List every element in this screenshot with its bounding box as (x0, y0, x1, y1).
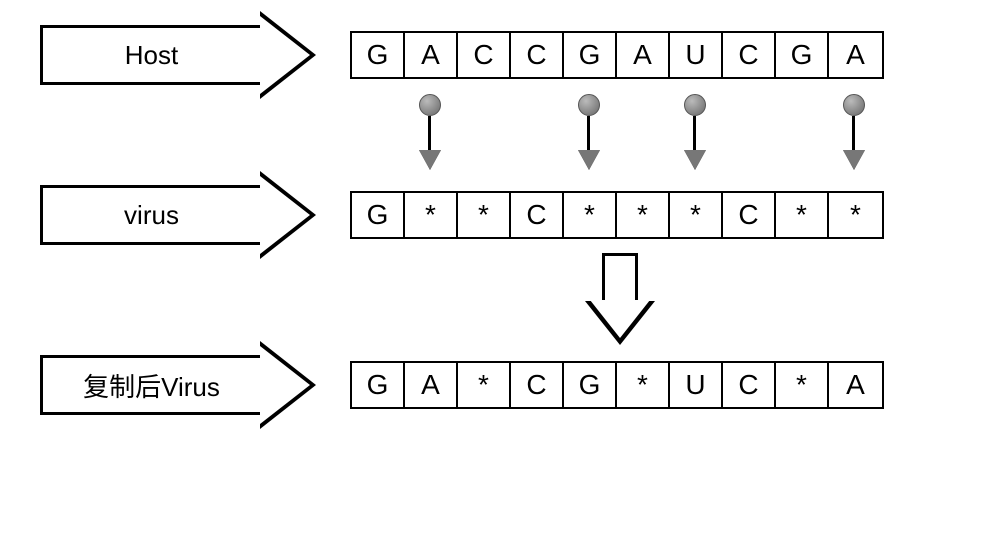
sequence-cell: * (776, 363, 829, 407)
sequence-cell: C (723, 193, 776, 237)
sequence-cell: * (458, 193, 511, 237)
sequence-replicated: GA*CG*UC*A (350, 361, 884, 409)
sequence-cell: * (617, 363, 670, 407)
arrow-head-icon (260, 341, 316, 429)
sequence-cell: A (617, 33, 670, 77)
sequence-cell: * (670, 193, 723, 237)
arrow-head-icon (260, 11, 316, 99)
sequence-cell: * (776, 193, 829, 237)
sequence-cell: C (723, 363, 776, 407)
pin-marker-icon (684, 94, 706, 170)
sequence-cell: * (405, 193, 458, 237)
sequence-cell: U (670, 363, 723, 407)
sequence-cell: G (352, 363, 405, 407)
sequence-cell: G (352, 33, 405, 77)
sequence-cell: C (511, 33, 564, 77)
sequence-host: GACCGAUCGA (350, 31, 884, 79)
sequence-cell: G (776, 33, 829, 77)
sequence-cell: C (511, 363, 564, 407)
pin-marker-icon (843, 94, 865, 170)
arrow-head-icon (260, 171, 316, 259)
sequence-cell: A (405, 363, 458, 407)
sequence-cell: A (405, 33, 458, 77)
row-replicated: 复制后Virus GA*CG*UC*A (40, 350, 960, 420)
markers-row (40, 90, 960, 180)
row-virus: virus G**C***C** (40, 180, 960, 250)
row-host: Host GACCGAUCGA (40, 20, 960, 90)
replication-arrow-container (350, 250, 890, 350)
pin-marker-icon (578, 94, 600, 170)
sequence-cell: * (829, 193, 882, 237)
big-arrow-row (40, 250, 960, 350)
virus-label: virus (40, 185, 260, 245)
sequence-cell: G (564, 363, 617, 407)
replicated-label: 复制后Virus (40, 355, 260, 415)
host-label: Host (40, 25, 260, 85)
replication-arrow-icon (585, 253, 655, 348)
label-arrow-virus: virus (40, 185, 320, 245)
sequence-cell: * (564, 193, 617, 237)
virus-replication-diagram: Host GACCGAUCGA virus G**C***C** 复制后Viru… (40, 20, 960, 420)
sequence-cell: C (723, 33, 776, 77)
sequence-cell: U (670, 33, 723, 77)
sequence-cell: C (511, 193, 564, 237)
pin-markers (350, 90, 890, 180)
sequence-virus: G**C***C** (350, 191, 884, 239)
pin-marker-icon (419, 94, 441, 170)
label-arrow-replicated: 复制后Virus (40, 355, 320, 415)
label-arrow-host: Host (40, 25, 320, 85)
sequence-cell: A (829, 33, 882, 77)
sequence-cell: C (458, 33, 511, 77)
sequence-cell: G (564, 33, 617, 77)
sequence-cell: * (458, 363, 511, 407)
sequence-cell: * (617, 193, 670, 237)
sequence-cell: A (829, 363, 882, 407)
sequence-cell: G (352, 193, 405, 237)
